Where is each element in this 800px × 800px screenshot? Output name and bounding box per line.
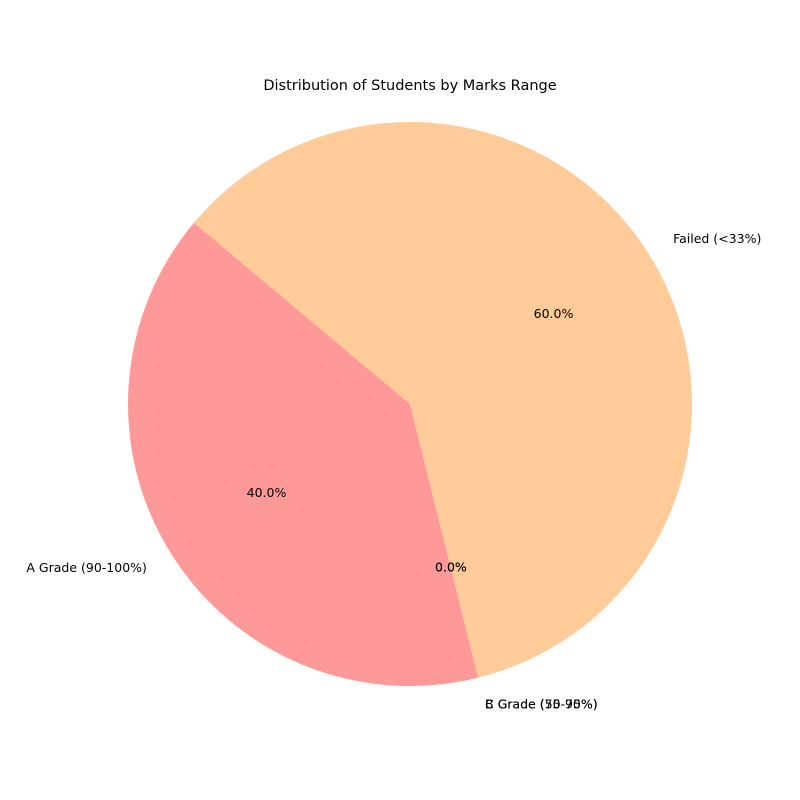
pie-slice-a-grade-90-100 <box>128 222 479 686</box>
slice-percent-c-grade-50-75: 0.0% <box>435 560 467 575</box>
slice-label-a-grade-90-100: A Grade (90-100%) <box>26 560 147 575</box>
pie-slices <box>128 122 692 686</box>
slice-percent-a-grade-90-100: 40.0% <box>247 485 287 500</box>
slice-label-failed-33: Failed (<33%) <box>673 231 761 246</box>
pie-labels: A Grade (90-100%) 40.0% B Grade (75-90%) 0.… <box>26 231 761 711</box>
slice-label-c-grade-50-75: C Grade (50-75%) <box>485 696 598 711</box>
pie-slice-failed-33 <box>193 122 692 678</box>
slice-percent-b-grade-75-90: 0.0% <box>435 560 467 575</box>
slice-label-b-grade-75-90: B Grade (75-90%) <box>485 696 598 711</box>
chart-title: Distribution of Students by Marks Range <box>263 78 556 94</box>
slice-percent-failed-33: 60.0% <box>534 306 574 321</box>
